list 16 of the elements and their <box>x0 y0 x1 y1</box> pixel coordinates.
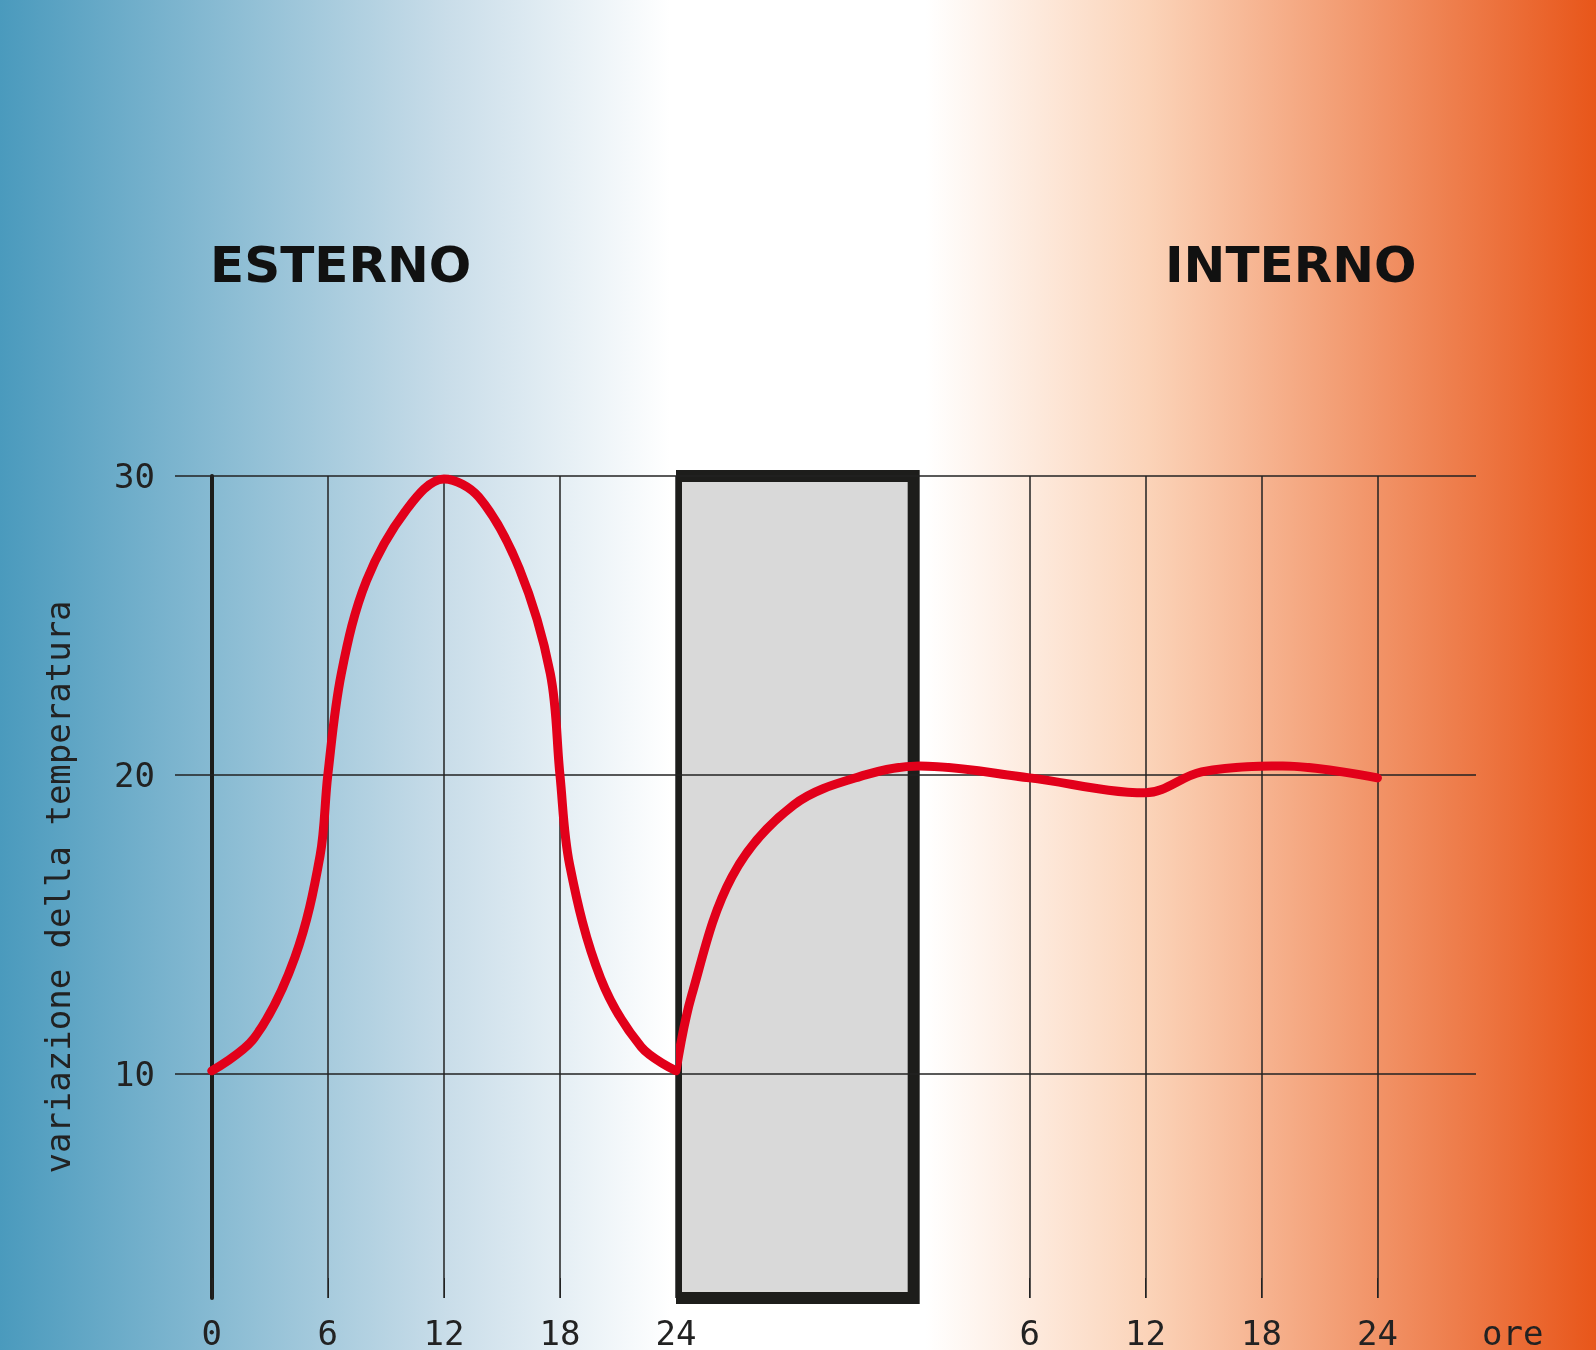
x-tick-label: 18 <box>1241 1313 1282 1350</box>
x-tick-label: 12 <box>1125 1313 1167 1350</box>
x-axis-title: ore <box>1482 1313 1544 1350</box>
y-tick-label: 10 <box>114 1053 155 1094</box>
x-tick-label: 6 <box>1019 1313 1040 1350</box>
y-tick-label: 20 <box>114 754 155 795</box>
x-tick-label: 6 <box>317 1313 339 1350</box>
y-tick-label: 30 <box>114 456 155 496</box>
x-tick-label: 0 <box>201 1313 222 1350</box>
text: INTERNO <box>1165 236 1417 294</box>
text: ESTERNO <box>210 236 472 294</box>
x-tick-label: 12 <box>423 1313 465 1350</box>
x-tick-label: 24 <box>1356 1313 1398 1350</box>
x-tick-label: 24 <box>655 1313 697 1350</box>
y-axis-title: variazione della temperatura <box>38 600 78 1174</box>
x-tick-label: 18 <box>539 1313 581 1350</box>
